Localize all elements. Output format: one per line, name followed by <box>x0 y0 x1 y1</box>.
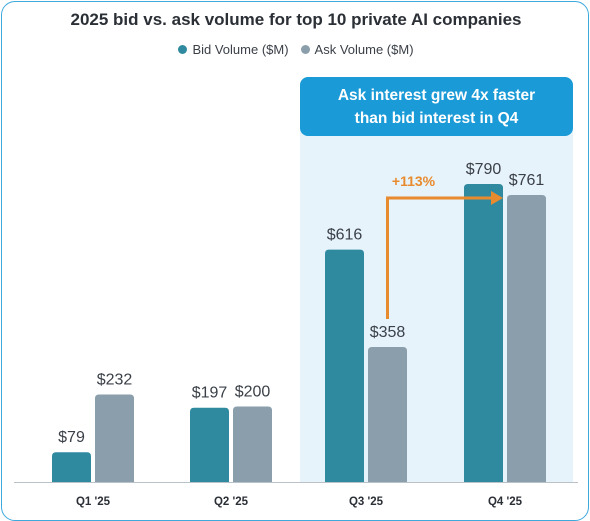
x-tick-label-q3: Q3 '25 <box>349 496 384 508</box>
bar-bid-q3 <box>325 249 364 482</box>
growth-arrow-head <box>491 191 503 205</box>
bar-ask-q3 <box>368 346 407 482</box>
data-label-ask-q1: $232 <box>97 371 133 388</box>
chart-title: 2025 bid vs. ask volume for top 10 priva… <box>70 10 522 29</box>
legend-item-ask: Ask Volume ($M) <box>300 42 414 57</box>
data-label-ask-q4: $761 <box>509 172 545 189</box>
callout-box: Ask interest grew 4x faster than bid int… <box>300 77 573 136</box>
growth-arrow-line <box>386 196 493 319</box>
data-label-bid-q1: $79 <box>58 429 85 446</box>
data-label-bid-q2: $197 <box>192 385 228 402</box>
bar-bid-q2 <box>190 407 229 482</box>
legend-label-ask: Ask Volume ($M) <box>314 42 414 57</box>
bar-ask-q1 <box>95 394 134 482</box>
data-label-ask-q3: $358 <box>370 324 406 341</box>
legend-swatch-bid <box>178 45 188 54</box>
x-tick-label-q1: Q1 '25 <box>76 496 111 508</box>
data-label-ask-q2: $200 <box>235 384 271 401</box>
data-label-bid-q4: $790 <box>466 161 502 178</box>
bar-bid-q4 <box>464 184 503 482</box>
x-tick-label-q4: Q4 '25 <box>488 496 523 508</box>
growth-annotation: +113% <box>392 173 436 189</box>
bar-ask-q4 <box>507 194 546 482</box>
x-tick-label-q2: Q2 '25 <box>214 496 249 508</box>
chart-legend: Bid Volume ($M) Ask Volume ($M) <box>2 42 588 57</box>
legend-label-bid: Bid Volume ($M) <box>192 42 289 57</box>
bar-bid-q1 <box>52 452 91 482</box>
legend-item-bid: Bid Volume ($M) <box>178 42 289 57</box>
legend-swatch-ask <box>300 45 310 54</box>
data-label-bid-q3: $616 <box>327 227 363 244</box>
bar-ask-q2 <box>233 406 272 482</box>
